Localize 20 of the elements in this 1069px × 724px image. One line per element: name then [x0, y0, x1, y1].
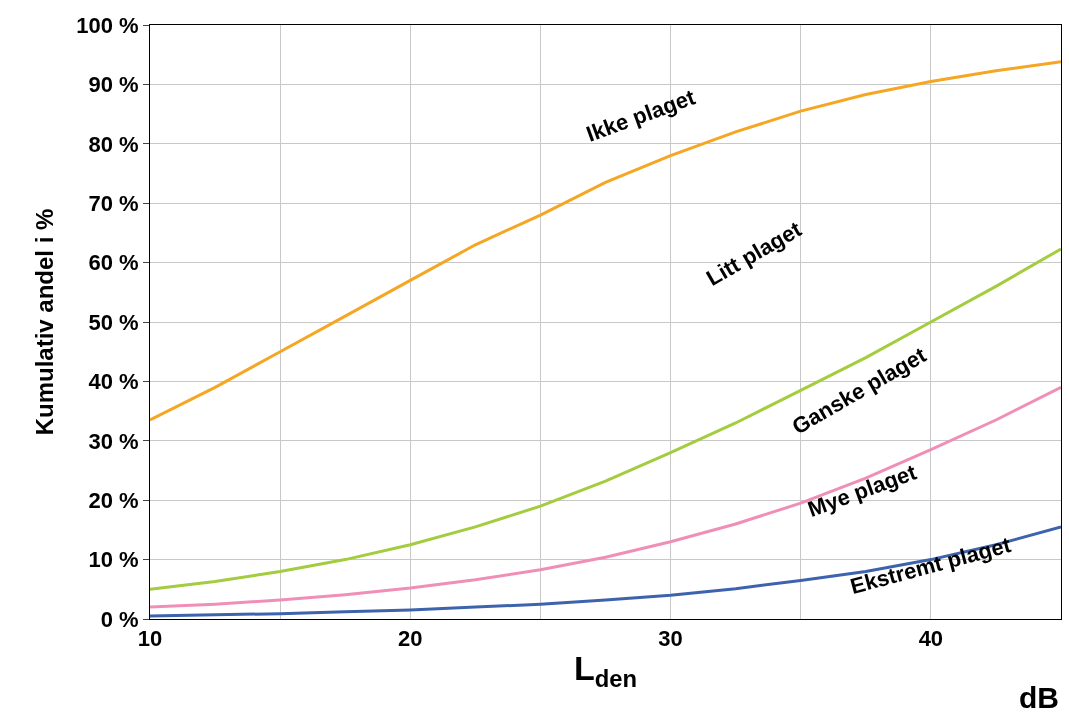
y-tick-label: 20 % — [88, 487, 139, 513]
y-tick-label: 90 % — [88, 72, 139, 98]
line-series — [150, 525, 1061, 618]
x-tick-label: 20 — [398, 626, 423, 652]
y-tick-label: 40 % — [88, 369, 139, 395]
y-tick-label: 0 % — [100, 606, 139, 632]
x-axis-title: L$_{den}$ — [573, 648, 638, 692]
y-tick-label: 30 % — [88, 428, 139, 454]
x-tick-label: 10 — [137, 626, 163, 652]
y-tick-label: 70 % — [88, 190, 139, 216]
x-tick-label: 40 — [918, 626, 944, 652]
y-tick-label: 100 % — [76, 12, 139, 38]
y-tick-label: 80 % — [88, 131, 139, 157]
y-tick-label: 50 % — [88, 309, 139, 335]
annotation: Ekstremt plaget — [847, 531, 1015, 599]
y-tick-label: 60 % — [88, 250, 139, 276]
x-tick-label: 30 — [658, 626, 683, 652]
y-tick-label: 10 % — [88, 547, 139, 573]
y-axis-title: Kumulativ andel i % — [31, 208, 59, 436]
text: dB — [1019, 681, 1059, 714]
